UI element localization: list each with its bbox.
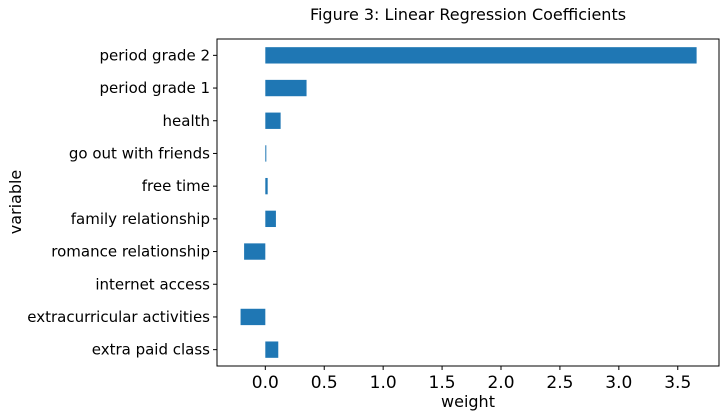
category-label-1: extracurricular activities <box>27 308 210 326</box>
x-tick-label-7: 3.5 <box>664 373 691 393</box>
category-label-7: health <box>163 112 210 130</box>
x-tick-label-4: 2.0 <box>487 373 514 393</box>
chart-title: Figure 3: Linear Regression Coefficients <box>310 5 626 24</box>
category-label-2: internet access <box>95 275 210 293</box>
category-label-9: period grade 2 <box>100 46 211 64</box>
x-tick-label-0: 0.0 <box>252 373 279 393</box>
bar-9 <box>265 47 697 64</box>
bar-6 <box>265 145 267 162</box>
plot-area-frame <box>216 38 720 367</box>
x-tick-label-6: 3.0 <box>605 373 632 393</box>
bar-5 <box>265 177 268 195</box>
category-label-6: go out with friends <box>69 144 210 162</box>
bar-8 <box>265 79 307 97</box>
y-axis-label: variable <box>6 170 25 235</box>
x-tick-label-3: 1.5 <box>429 373 456 393</box>
y-axis: extra paid class extracurricular activiti… <box>27 46 217 359</box>
x-tick-label-2: 1.0 <box>370 373 397 393</box>
category-label-3: romance relationship <box>51 243 210 261</box>
x-tick-label-5: 2.5 <box>546 373 573 393</box>
bar-1 <box>240 308 266 326</box>
x-axis-label: weight <box>441 392 495 411</box>
category-label-0: extra paid class <box>92 341 210 359</box>
bar-4 <box>265 210 276 228</box>
x-tick-label-1: 0.5 <box>311 373 338 393</box>
bar-7 <box>265 112 281 129</box>
bar-0 <box>265 341 279 358</box>
bars-group <box>240 47 697 358</box>
x-axis: 0.0 0.5 1.0 1.5 2.0 2.5 3.0 3.5 <box>252 366 691 393</box>
category-label-4: family relationship <box>71 210 210 228</box>
bar-3 <box>244 243 266 260</box>
category-label-5: free time <box>142 177 210 195</box>
category-label-8: period grade 1 <box>100 79 211 97</box>
